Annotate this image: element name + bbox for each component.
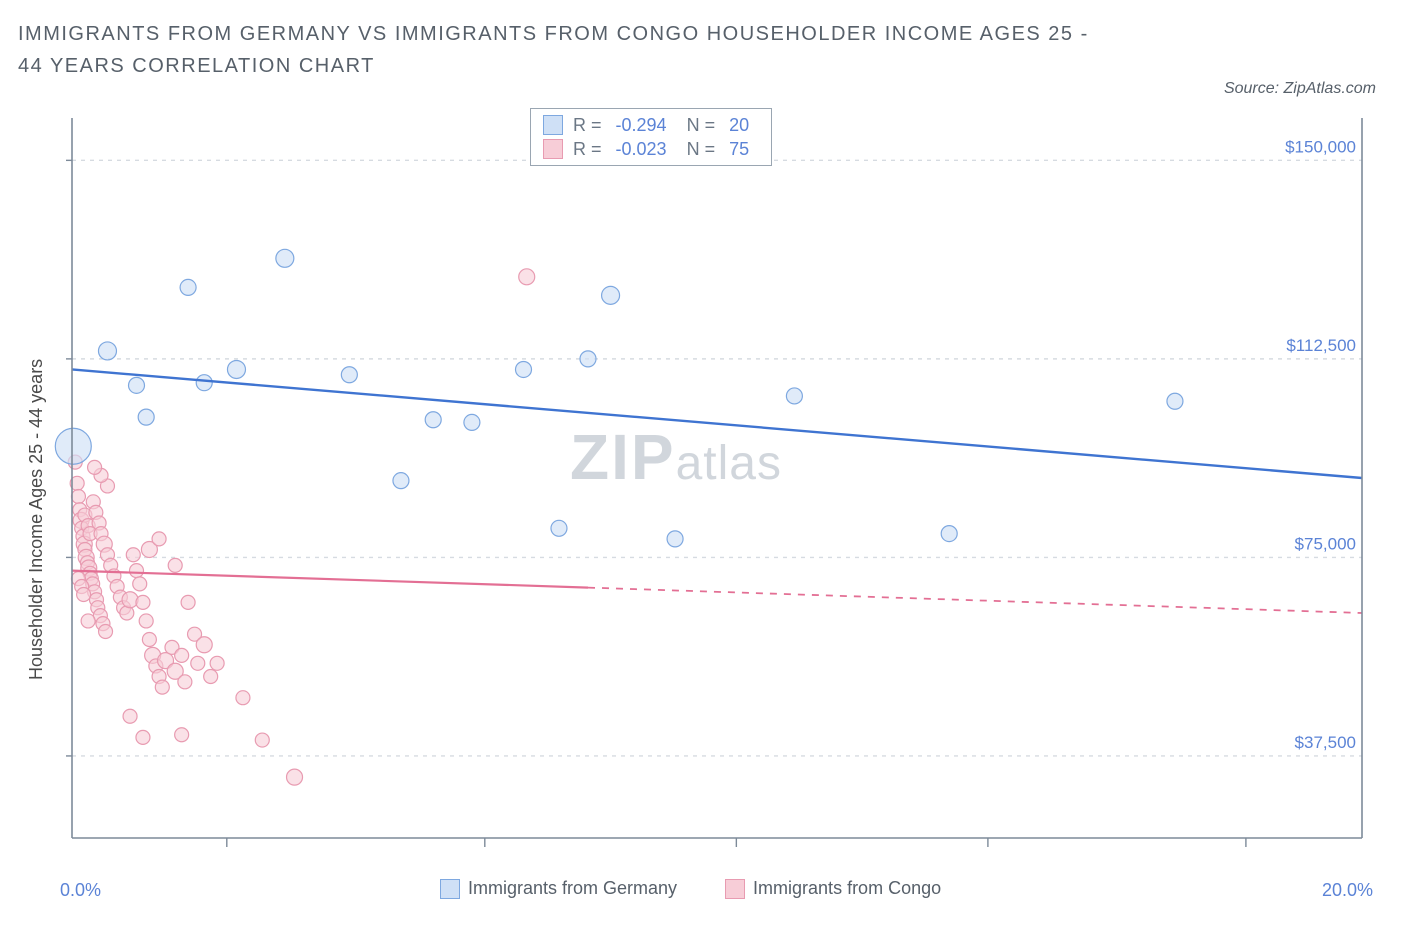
swatch-congo: [725, 879, 745, 899]
swatch-germany: [543, 115, 563, 135]
svg-text:$75,000: $75,000: [1295, 534, 1356, 553]
swatch-germany: [440, 879, 460, 899]
r-label: R =: [573, 139, 602, 160]
legend-item-germany: Immigrants from Germany: [440, 878, 677, 899]
x-axis-max-label: 20.0%: [1322, 880, 1373, 901]
y-axis-label: Householder Income Ages 25 - 44 years: [26, 359, 47, 680]
congo-n-value: 75: [729, 139, 749, 160]
x-axis-min-label: 0.0%: [60, 880, 101, 901]
legend-label-germany: Immigrants from Germany: [468, 878, 677, 899]
germany-r-value: -0.294: [616, 115, 667, 136]
germany-n-value: 20: [729, 115, 749, 136]
r-label: R =: [573, 115, 602, 136]
svg-text:$112,500: $112,500: [1286, 336, 1356, 355]
series-legend: Immigrants from Germany Immigrants from …: [440, 878, 941, 899]
legend-label-congo: Immigrants from Congo: [753, 878, 941, 899]
stats-row-congo: R = -0.023 N = 75: [543, 137, 759, 161]
stats-legend: R = -0.294 N = 20 R = -0.023 N = 75: [530, 108, 772, 166]
source-label: Source: ZipAtlas.com: [1224, 80, 1376, 98]
svg-text:$37,500: $37,500: [1295, 733, 1356, 752]
chart-title: IMMIGRANTS FROM GERMANY VS IMMIGRANTS FR…: [18, 18, 1118, 82]
swatch-congo: [543, 139, 563, 159]
n-label: N =: [687, 139, 716, 160]
legend-item-congo: Immigrants from Congo: [725, 878, 941, 899]
n-label: N =: [687, 115, 716, 136]
plot-svg: $37,500 $75,000 $112,500 $150,000: [50, 110, 1376, 850]
stats-row-germany: R = -0.294 N = 20: [543, 113, 759, 137]
svg-text:$150,000: $150,000: [1285, 137, 1356, 156]
congo-r-value: -0.023: [616, 139, 667, 160]
scatter-plot: $37,500$75,000$112,500$150,000 ZIPatlas …: [50, 110, 1376, 850]
